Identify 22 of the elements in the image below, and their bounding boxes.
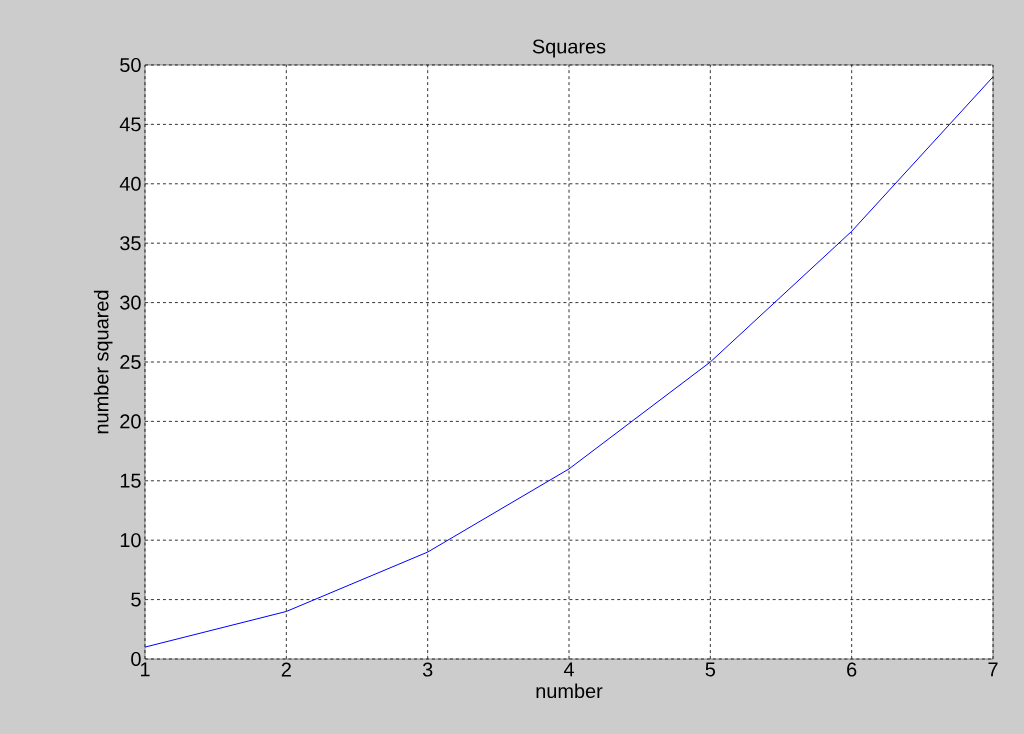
x-tick-label: 7 [988, 662, 998, 677]
line-series [145, 76, 994, 648]
y-axis-title: number squared [93, 290, 113, 434]
x-tick-label: 6 [847, 662, 857, 677]
y-tick-label: 10 [120, 533, 141, 548]
y-tick-label: 20 [120, 414, 141, 429]
x-tick-label: 1 [140, 662, 150, 677]
x-axis-title: number [536, 683, 603, 699]
y-tick-label: 50 [120, 57, 141, 73]
chart-title: Squares [532, 39, 606, 58]
y-tick-label: 5 [131, 592, 141, 607]
y-tick-label: 35 [120, 236, 141, 251]
y-tick-label: 25 [120, 354, 141, 370]
y-tick-label: 30 [120, 295, 141, 310]
y-tick-label: 40 [119, 176, 141, 191]
x-tick-label: 5 [705, 662, 716, 677]
y-tick-label: 0 [131, 651, 141, 667]
x-tick-label: 4 [563, 662, 574, 677]
x-tick-label: 3 [422, 662, 433, 677]
x-tick-label: 2 [281, 662, 291, 677]
y-tick-label: 45 [119, 117, 141, 132]
y-tick-label: 15 [120, 473, 141, 488]
